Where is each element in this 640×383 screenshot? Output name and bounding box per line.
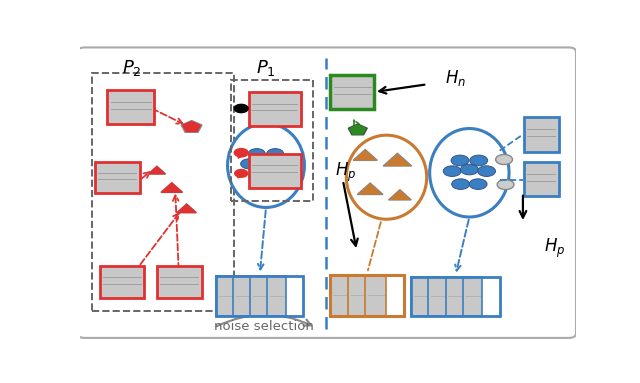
Bar xyxy=(216,276,303,316)
Ellipse shape xyxy=(429,129,509,217)
Bar xyxy=(348,275,369,316)
Text: $H_p$: $H_p$ xyxy=(335,160,356,184)
Circle shape xyxy=(451,155,469,166)
Bar xyxy=(365,275,387,316)
Polygon shape xyxy=(353,149,378,160)
Bar xyxy=(463,277,483,316)
Bar xyxy=(249,154,301,188)
Circle shape xyxy=(266,171,283,181)
Polygon shape xyxy=(383,153,412,166)
Bar xyxy=(330,275,351,316)
Polygon shape xyxy=(349,125,366,134)
Bar xyxy=(233,276,253,316)
Bar xyxy=(412,277,500,316)
Text: $H_n$: $H_n$ xyxy=(445,68,466,88)
Polygon shape xyxy=(148,166,166,174)
Polygon shape xyxy=(183,122,200,131)
Circle shape xyxy=(267,149,284,159)
Polygon shape xyxy=(183,122,200,131)
Circle shape xyxy=(444,166,461,177)
Bar xyxy=(330,75,374,110)
Bar xyxy=(330,275,404,316)
Polygon shape xyxy=(390,191,410,199)
Circle shape xyxy=(275,159,291,169)
Circle shape xyxy=(460,164,478,175)
Circle shape xyxy=(241,159,257,169)
Polygon shape xyxy=(385,155,410,165)
Polygon shape xyxy=(161,183,182,192)
Bar xyxy=(267,276,286,316)
Bar xyxy=(412,277,431,316)
Bar xyxy=(524,162,559,196)
Circle shape xyxy=(452,179,470,190)
Bar xyxy=(445,277,465,316)
Bar xyxy=(108,90,154,124)
Circle shape xyxy=(477,166,495,177)
Text: $P_2$: $P_2$ xyxy=(122,57,142,77)
Circle shape xyxy=(235,170,248,177)
Polygon shape xyxy=(360,184,381,194)
Circle shape xyxy=(249,171,266,181)
Polygon shape xyxy=(161,183,182,192)
Bar xyxy=(250,276,269,316)
Bar xyxy=(524,117,559,152)
Circle shape xyxy=(497,180,514,190)
Ellipse shape xyxy=(228,123,305,208)
Bar xyxy=(92,72,234,311)
Circle shape xyxy=(469,179,487,190)
Circle shape xyxy=(495,154,513,165)
Polygon shape xyxy=(388,190,412,200)
Ellipse shape xyxy=(346,135,427,219)
Polygon shape xyxy=(355,151,375,160)
Circle shape xyxy=(470,155,488,166)
Text: $P_1$: $P_1$ xyxy=(256,57,276,77)
Circle shape xyxy=(234,104,248,113)
Bar xyxy=(157,266,202,298)
Bar xyxy=(100,266,145,298)
Text: $H_p$: $H_p$ xyxy=(544,237,565,260)
Circle shape xyxy=(234,149,248,157)
Circle shape xyxy=(257,157,275,167)
Polygon shape xyxy=(177,204,196,213)
Text: noise selection: noise selection xyxy=(214,321,314,334)
Polygon shape xyxy=(348,124,367,135)
Bar xyxy=(95,162,140,193)
FancyBboxPatch shape xyxy=(77,47,576,338)
Bar xyxy=(429,277,448,316)
Polygon shape xyxy=(177,204,196,213)
Bar xyxy=(249,92,301,126)
Polygon shape xyxy=(357,183,383,195)
Polygon shape xyxy=(148,167,165,174)
Circle shape xyxy=(248,149,265,159)
Bar xyxy=(231,80,313,201)
Polygon shape xyxy=(181,121,202,132)
Bar xyxy=(216,276,236,316)
